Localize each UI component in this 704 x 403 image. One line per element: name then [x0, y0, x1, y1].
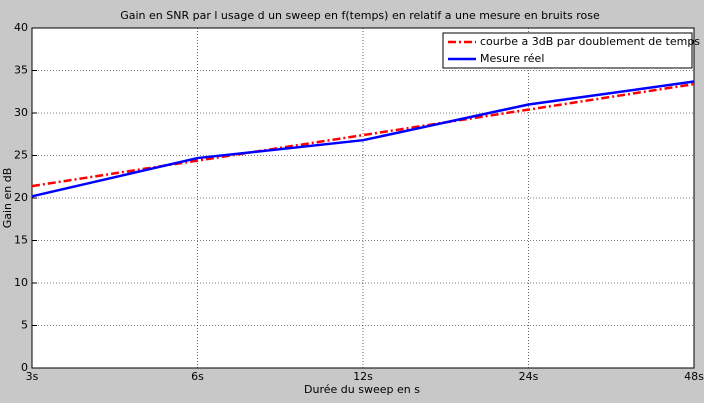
- y-tick-label: 0: [21, 361, 28, 374]
- x-axis-label: Durée du sweep en s: [304, 383, 420, 396]
- y-tick-label: 15: [14, 234, 28, 247]
- series-line: [31, 80, 695, 198]
- x-tick-label: 12s: [353, 370, 373, 383]
- y-tick-label: 30: [14, 106, 28, 119]
- x-tick-label: 6s: [191, 370, 204, 383]
- chart-title: Gain en SNR par l usage d un sweep en f(…: [120, 9, 600, 22]
- y-tick-label: 5: [21, 319, 28, 332]
- x-tick-label: 3s: [26, 370, 39, 383]
- y-tick-label: 20: [14, 191, 28, 204]
- legend-label: courbe a 3dB par doublement de temps: [480, 35, 700, 48]
- x-tick-label: 24s: [519, 370, 539, 383]
- y-tick-label: 10: [14, 276, 28, 289]
- legend-label: Mesure réel: [480, 52, 544, 65]
- x-tick-label: 48s: [684, 370, 704, 383]
- y-tick-label: 40: [14, 21, 28, 34]
- y-tick-label: 35: [14, 64, 28, 77]
- legend-box: [442, 32, 693, 69]
- y-axis-label: Gain en dB: [1, 168, 14, 229]
- axes-box: [31, 27, 695, 369]
- y-tick-label: 25: [14, 149, 28, 162]
